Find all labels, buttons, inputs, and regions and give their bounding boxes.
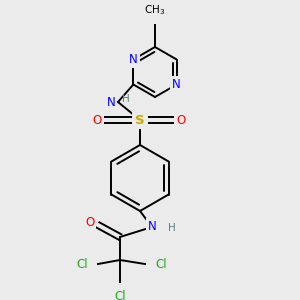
- Text: N: N: [172, 78, 181, 91]
- Text: Cl: Cl: [76, 257, 88, 271]
- Text: H: H: [122, 94, 130, 104]
- Text: N: N: [148, 220, 156, 233]
- Text: N: N: [107, 95, 116, 109]
- Text: CH$_3$: CH$_3$: [144, 3, 166, 17]
- Text: O: O: [85, 217, 94, 230]
- Text: N: N: [129, 53, 138, 66]
- Text: H: H: [168, 223, 176, 233]
- Text: Cl: Cl: [155, 257, 166, 271]
- Text: O: O: [92, 113, 102, 127]
- Text: S: S: [135, 113, 145, 127]
- Text: O: O: [176, 113, 186, 127]
- Text: Cl: Cl: [114, 290, 126, 300]
